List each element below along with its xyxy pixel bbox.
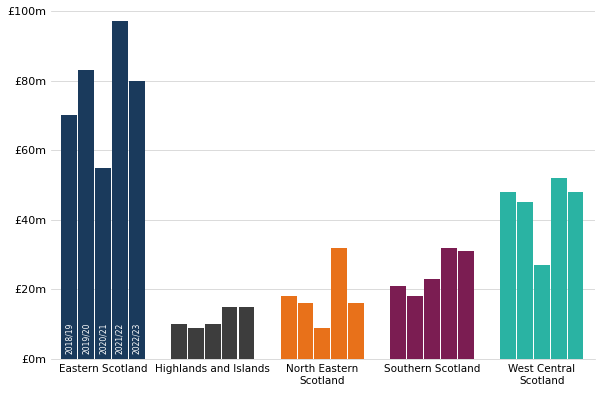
Bar xyxy=(222,307,238,359)
Bar xyxy=(112,21,128,359)
Text: 2022/23: 2022/23 xyxy=(132,322,141,354)
Bar xyxy=(188,328,203,359)
Bar xyxy=(408,296,423,359)
Bar xyxy=(238,307,255,359)
Bar xyxy=(297,303,314,359)
Bar xyxy=(61,115,77,359)
Bar xyxy=(441,248,457,359)
Bar xyxy=(424,279,440,359)
Bar xyxy=(391,286,406,359)
Bar xyxy=(568,192,583,359)
Bar xyxy=(500,192,516,359)
Bar xyxy=(205,324,220,359)
Bar xyxy=(129,81,144,359)
Text: 2019/20: 2019/20 xyxy=(82,322,91,354)
Bar xyxy=(458,251,474,359)
Bar xyxy=(95,167,111,359)
Text: 2021/22: 2021/22 xyxy=(116,322,125,354)
Bar xyxy=(281,296,297,359)
Text: 2020/21: 2020/21 xyxy=(99,322,108,354)
Bar xyxy=(517,202,533,359)
Bar xyxy=(534,265,550,359)
Bar xyxy=(331,248,347,359)
Text: 2018/19: 2018/19 xyxy=(65,322,74,354)
Bar xyxy=(314,328,330,359)
Bar xyxy=(171,324,187,359)
Bar xyxy=(78,70,94,359)
Bar xyxy=(348,303,364,359)
Bar xyxy=(551,178,566,359)
